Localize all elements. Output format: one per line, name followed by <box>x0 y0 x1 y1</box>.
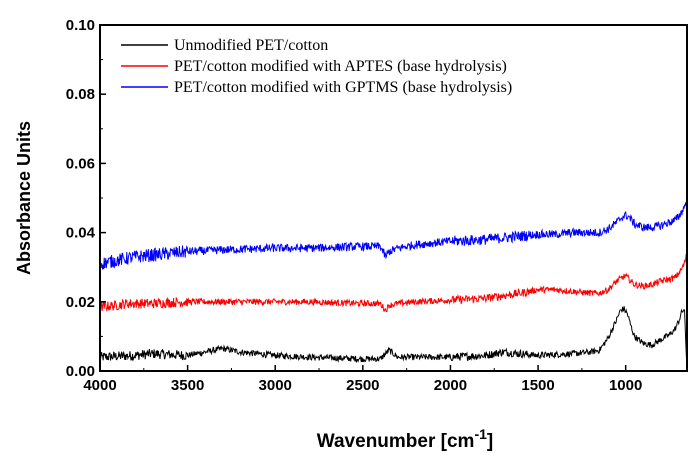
legend-label-2: PET/cotton modified with GPTMS (base hyd… <box>174 79 512 96</box>
x-axis-title: Wavenumber [cm-1] <box>317 426 493 452</box>
y-tick-label: 0.04 <box>66 225 96 242</box>
series-line-2 <box>99 197 688 270</box>
x-tick-label: 2500 <box>346 377 379 394</box>
x-tick-label: 2000 <box>434 377 467 394</box>
x-tick-label: 1500 <box>521 377 554 394</box>
x-axis-title-suffix: ] <box>487 431 493 452</box>
x-tick-label: 1000 <box>609 377 642 394</box>
x-tick-label: 4000 <box>83 377 116 394</box>
y-axis-title: Absorbance Units <box>14 121 34 275</box>
y-tick-label: 0.06 <box>66 155 95 172</box>
plot-frame <box>99 24 688 372</box>
x-axis-title-superscript: -1 <box>474 426 487 442</box>
legend: Unmodified PET/cotton PET/cotton modified… <box>121 37 512 96</box>
series-line-1 <box>99 253 688 313</box>
x-tick-label: 3000 <box>259 377 292 394</box>
ticks-layer: 4000 3500 3000 2500 2000 1500 1000 0.00 0.02 0.04… <box>66 17 643 394</box>
x-axis-title-main: Wavenumber [cm <box>317 431 475 452</box>
legend-label-0: Unmodified PET/cotton <box>174 37 328 54</box>
y-tick-label: 0.02 <box>66 294 95 311</box>
series-layer <box>99 197 688 364</box>
y-tick-label: 0.10 <box>66 17 95 34</box>
y-tick-label: 0.00 <box>66 363 95 380</box>
legend-label-1: PET/cotton modified with APTES (base hyd… <box>174 58 507 75</box>
y-tick-label: 0.08 <box>66 86 95 103</box>
series-line-0 <box>99 306 688 364</box>
x-tick-label: 3500 <box>171 377 204 394</box>
